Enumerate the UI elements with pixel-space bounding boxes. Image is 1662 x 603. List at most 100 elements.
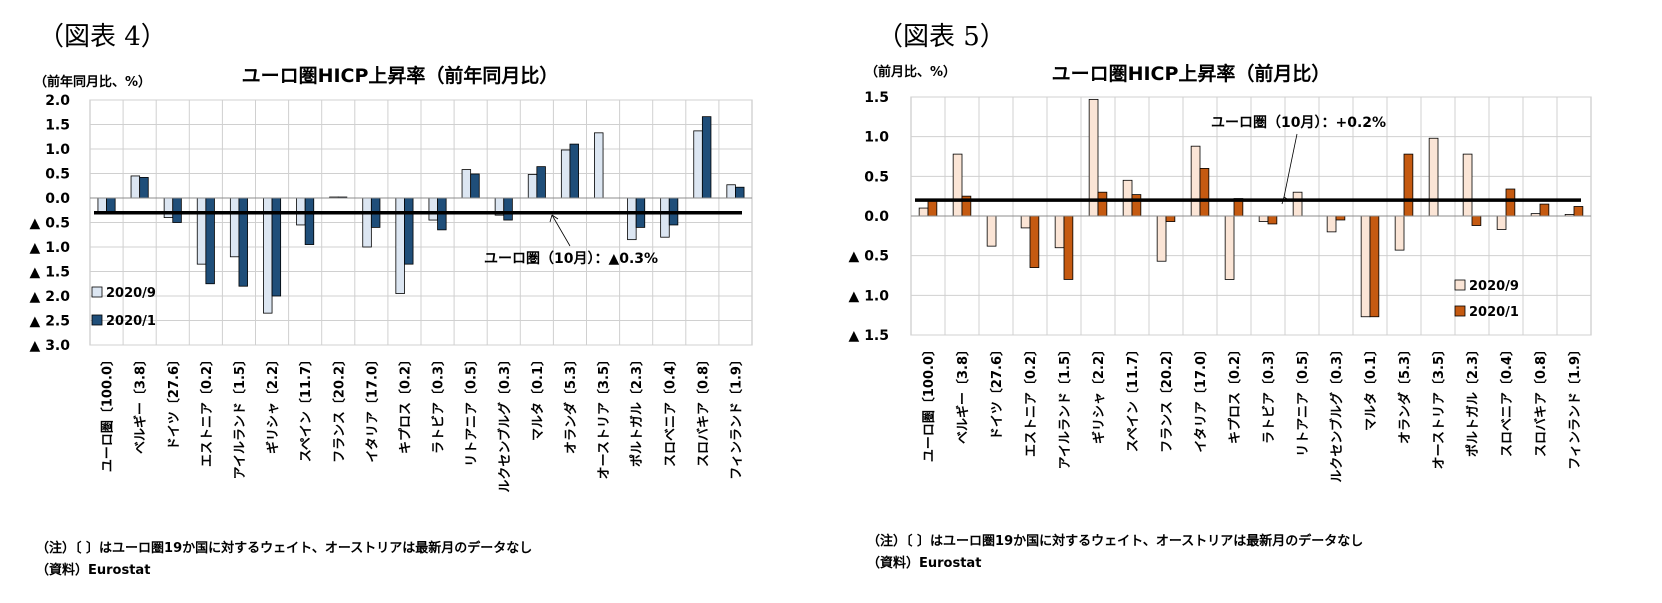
y-tick-label: 2.0 (45, 93, 70, 109)
x-tick-label: アイルランド〔1.5〕 (1057, 343, 1073, 469)
bar-2020/9 (1394, 215, 1405, 251)
bar-2020/9 (1360, 215, 1371, 318)
bar-2020/9 (594, 132, 604, 199)
x-tick-label: ドイツ〔27.6〕 (989, 343, 1005, 440)
x-tick-label: ベルギー〔3.8〕 (955, 343, 971, 444)
x-tick-label: オランダ〔5.3〕 (563, 353, 579, 454)
bar-2020/9 (1054, 215, 1065, 249)
legend-label: 2020/9 (106, 286, 156, 301)
y-tick-label: 0.5 (864, 169, 889, 185)
y-tick-label: 0.0 (864, 209, 889, 225)
bar-2020/1 (927, 199, 938, 217)
chart-footnote: （注）〔 〕はユーロ圏19か国に対するウェイト、オーストリアは最新月のデータなし (36, 541, 533, 556)
bar-2020/9 (560, 149, 571, 199)
x-tick-label: エストニア〔0.2〕 (1023, 343, 1039, 457)
bar-2020/9 (1258, 215, 1269, 222)
bar-2020/9 (952, 153, 963, 217)
legend-swatch (1454, 305, 1466, 317)
bar-2020/9 (527, 174, 538, 199)
bar-2020/1 (701, 116, 712, 199)
bar-2020/1 (139, 177, 149, 199)
reference-label-leader (1283, 133, 1298, 198)
y-tick-label: ▲ 3.0 (30, 338, 71, 354)
bar-2020/1 (536, 166, 546, 199)
x-tick-label: キプロス〔0.2〕 (1227, 343, 1243, 444)
x-tick-label: スロベニア〔0.4〕 (1499, 343, 1515, 457)
x-tick-label: イタリア〔17.0〕 (1193, 343, 1209, 453)
x-tick-label: ラトビア〔0.3〕 (1261, 343, 1277, 444)
bar-2020/9 (130, 175, 141, 199)
bar-2020/9 (1428, 137, 1439, 217)
chart-footnote: （注）〔 〕はユーロ圏19か国に対するウェイト、オーストリアは最新月のデータなし (867, 534, 1364, 549)
x-tick-label: スペイン〔11.7〕 (298, 353, 314, 462)
x-tick-label: フィンランド〔1.9〕 (728, 353, 744, 480)
bar-2020/1 (172, 197, 182, 223)
bar-2020/1 (106, 197, 116, 214)
bar-2020/1 (503, 197, 513, 221)
chart-title: ユーロ圏HICP上昇率（前年同月比） (242, 64, 559, 87)
bar-2020/9 (229, 197, 240, 258)
x-tick-label: マルタ〔0.1〕 (1363, 343, 1379, 431)
bar-2020/1 (1199, 168, 1210, 217)
bar-2020/9 (97, 197, 107, 214)
x-tick-label: ギリシャ〔2.2〕 (265, 353, 281, 454)
bar-2020/1 (1267, 215, 1278, 225)
bar-2020/1 (1131, 194, 1142, 217)
legend-label: 2020/1 (1469, 305, 1519, 320)
y-tick-label: ▲ 0.5 (30, 216, 70, 232)
bar-2020/9 (986, 215, 997, 247)
x-tick-label: ルクセンブルグ〔0.3〕 (1329, 343, 1345, 483)
bar-2020/1 (569, 143, 579, 199)
y-tick-label: ▲ 2.5 (30, 314, 70, 330)
x-tick-label: ベルギー〔3.8〕 (133, 353, 149, 454)
reference-label-leader (551, 214, 571, 247)
legend-label: 2020/9 (1469, 279, 1519, 294)
legend-swatch (1454, 279, 1466, 291)
x-tick-label: アイルランド〔1.5〕 (232, 353, 248, 479)
bar-2020/1 (1029, 215, 1040, 268)
x-tick-label: フィンランド〔1.9〕 (1567, 343, 1583, 470)
bar-2020/9 (263, 197, 273, 314)
bar-2020/1 (1573, 206, 1584, 217)
bar-2020/9 (726, 184, 736, 199)
bar-2020/1 (404, 197, 414, 265)
x-tick-label: ユーロ圏〔100.0〕 (100, 353, 116, 472)
bar-2020/1 (1335, 215, 1346, 221)
x-tick-label: スロバキア〔0.8〕 (1533, 343, 1549, 457)
reference-label-arrowhead (549, 214, 559, 223)
x-tick-label: リトアニア〔0.5〕 (464, 353, 480, 467)
bar-2020/9 (693, 130, 703, 199)
legend-swatch (91, 314, 103, 326)
y-tick-label: ▲ 1.0 (30, 240, 71, 256)
y-tick-label: ▲ 1.5 (30, 265, 70, 281)
x-tick-label: エストニア〔0.2〕 (199, 353, 215, 467)
mom-hicp-bar-chart: ユーロ圏HICP上昇率（前月比） （前月比、%） 1.5 1.0 0.5 0.0 ▲ 0.5… (849, 62, 1592, 483)
bar-2020/9 (627, 197, 637, 241)
y-tick-label: ▲ 1.5 (849, 328, 889, 344)
bar-2020/1 (1063, 215, 1074, 280)
x-tick-label: フランス〔20.2〕 (1159, 343, 1175, 453)
y-tick-label: ▲ 1.0 (849, 288, 890, 304)
bar-2020/9 (1020, 215, 1031, 229)
y-tick-label: 1.5 (864, 90, 889, 106)
bar-2020/9 (1224, 215, 1235, 280)
bar-2020/1 (1471, 215, 1482, 226)
x-tick-label: ルクセンブルグ〔0.3〕 (497, 353, 513, 493)
y-tick-label: 1.5 (45, 118, 70, 134)
bar-2020/9 (362, 197, 372, 248)
reference-line-label: ユーロ圏（10月）：▲0.3% (484, 251, 658, 267)
bar-2020/9 (461, 169, 472, 199)
x-tick-label: ユーロ圏〔100.0〕 (921, 343, 937, 462)
figure-4-panel: （図表 4） ユーロ圏HICP上昇率（前年同月比） （前年同月比、%） 2.0 1.5… (30, 22, 753, 578)
y-tick-label: 0.0 (45, 191, 70, 207)
x-tick-label: ラトビア〔0.3〕 (431, 353, 447, 454)
y-tick-label: ▲ 2.0 (30, 289, 71, 305)
bar-2020/1 (470, 173, 480, 199)
x-tick-label: スロベニア〔0.4〕 (662, 353, 678, 467)
bar-2020/9 (1122, 179, 1133, 217)
bar-2020/9 (1462, 153, 1473, 217)
x-tick-label: ギリシャ〔2.2〕 (1091, 343, 1107, 444)
x-tick-label: フランス〔20.2〕 (331, 353, 347, 463)
x-tick-label: ポルトガル〔2.3〕 (1465, 343, 1481, 457)
bar-2020/1 (1505, 188, 1516, 217)
